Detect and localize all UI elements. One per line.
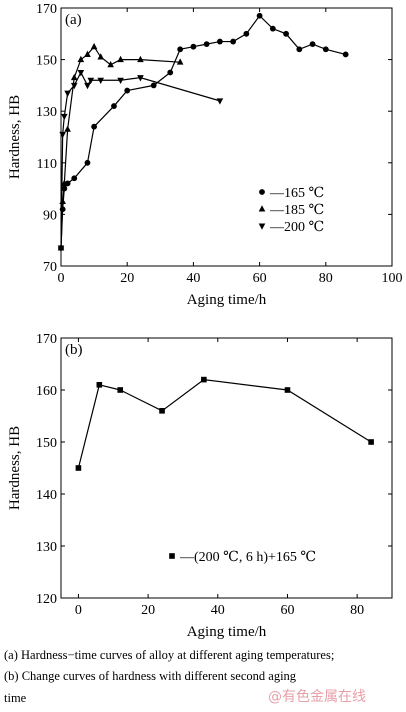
- panel-a-data-point: [91, 123, 97, 130]
- panel-a-y-tick-label: 130: [36, 105, 57, 120]
- panel-b-data-point: [159, 408, 165, 414]
- panel-a-x-tick-label: 80: [319, 271, 333, 286]
- panel-a-legend-label: —185 ℃: [269, 203, 324, 218]
- panel-a-data-point: [87, 77, 95, 85]
- panel-a-data-point: [203, 41, 210, 48]
- panel-a-data-point: [64, 90, 71, 97]
- panel-b-y-tick-label: 130: [36, 540, 57, 555]
- panel-a-x-tick-label: 60: [253, 271, 267, 286]
- panel-a-data-point: [90, 42, 98, 50]
- panel-a-data-point: [57, 245, 65, 252]
- panel-b-series-line: [77, 378, 372, 469]
- panel-a-y-tick-label: 70: [43, 260, 57, 275]
- panel-a-y-axis-label: Hardness, HB: [7, 95, 23, 179]
- panel-b-y-axis-label: Hardness, HB: [7, 426, 23, 510]
- panel-a-data-point: [111, 103, 117, 109]
- panel-b-x-axis-label: Aging time/h: [187, 624, 267, 640]
- panel-b-x-tick-label: 20: [141, 603, 155, 618]
- panel-a-series-line: [60, 71, 221, 248]
- panel-a-data-point: [296, 46, 303, 53]
- panel-a-data-point: [84, 50, 91, 57]
- panel-a-data-point: [77, 55, 85, 63]
- panel-a-data-point: [137, 55, 144, 63]
- watermark: @有色金属在线: [268, 689, 366, 705]
- panel-a-data-point: [84, 82, 91, 90]
- panel-a-data-point: [84, 159, 91, 166]
- panel-a-legend-marker: [258, 205, 266, 212]
- panel-a-data-point: [216, 38, 223, 45]
- panel-a-data-point: [117, 55, 124, 63]
- panel-a-data-point: [283, 30, 289, 37]
- panel-a-data-point: [190, 43, 197, 50]
- panel-a-data-point: [64, 125, 71, 132]
- panel-a-data-point: [243, 30, 250, 37]
- panel-a-x-axis-label: Aging time/h: [187, 292, 267, 308]
- panel-a-x-tick-label: 40: [186, 271, 200, 286]
- panel-a-data-point: [97, 53, 105, 60]
- panel-a-data-point: [70, 82, 78, 90]
- panel-a-data-point: [167, 69, 174, 76]
- panel-a-legend-label: —165 ℃: [269, 186, 324, 201]
- panel-b-data-point: [201, 376, 207, 383]
- panel-a-data-point: [322, 46, 329, 53]
- panel-a-y-tick-label: 110: [37, 157, 57, 172]
- panel-b-y-tick-label: 140: [36, 488, 57, 503]
- caption-line-a: (a) Hardness−time curves of alloy at dif…: [4, 648, 335, 662]
- panel-a-data-point: [176, 58, 184, 65]
- panel-a-legend-label: —200 ℃: [269, 220, 324, 235]
- panel-a-data-point: [61, 113, 68, 121]
- panel-a-data-point: [150, 82, 157, 89]
- panel-a-x-tick-label: 20: [120, 271, 134, 286]
- panel-a-data-point: [137, 75, 144, 82]
- panel-b-legend-marker: [169, 553, 175, 559]
- panel-a-legend-marker: [259, 189, 265, 195]
- panel-a-x-tick-label: 0: [58, 271, 65, 286]
- panel-a-data-point: [309, 41, 316, 48]
- panel-a-y-tick-label: 90: [43, 208, 57, 223]
- panel-b-x-tick-label: 0: [75, 603, 82, 618]
- panel-a-data-point: [230, 38, 237, 45]
- panel-a-panel-label: (a): [65, 12, 82, 28]
- panel-b-data-point: [96, 382, 103, 388]
- panel-b-data-point: [284, 387, 291, 393]
- panel-a-data-point: [97, 77, 105, 85]
- panel-a-data-point: [107, 60, 114, 68]
- caption-line-c: time: [4, 691, 27, 705]
- panel-a-data-point: [61, 179, 68, 186]
- panel-a-data-point: [216, 98, 224, 105]
- panel-a-data-point: [70, 73, 78, 81]
- panel-a-x-tick-label: 100: [382, 271, 403, 286]
- panel-b-data-point: [368, 439, 374, 445]
- panel-b-y-tick-label: 150: [36, 436, 57, 451]
- panel-a-legend-marker: [258, 223, 266, 230]
- panel-a-data-point: [177, 46, 184, 53]
- panel-a-data-point: [59, 197, 66, 204]
- panel-a-data-point: [71, 175, 78, 182]
- panel-a-data-point: [124, 87, 131, 94]
- panel-b-y-tick-label: 160: [36, 384, 57, 399]
- panel-a-y-tick-label: 150: [36, 54, 57, 69]
- caption-line-b: (b) Change curves of hardness with diffe…: [4, 669, 297, 683]
- panel-b-data-point: [75, 465, 82, 471]
- panel-a-data-point: [256, 12, 263, 19]
- panel-a-data-point: [77, 70, 85, 77]
- panel-a-y-tick-label: 170: [36, 2, 57, 17]
- panel-b-data-point: [117, 387, 124, 393]
- panel-b-plot-frame: [60, 337, 393, 599]
- panel-a-data-point: [59, 131, 66, 139]
- panel-b-y-tick-label: 120: [36, 592, 57, 607]
- panel-b-panel-label: (b): [65, 342, 83, 358]
- panel-b-x-tick-label: 80: [350, 603, 364, 618]
- panel-b-y-tick-label: 170: [36, 332, 57, 347]
- panel-b-legend-label: —(200 ℃, 6 h)+165 ℃: [179, 550, 316, 565]
- panel-b-x-tick-label: 60: [280, 603, 294, 618]
- panel-a-data-point: [117, 77, 124, 85]
- panel-a-data-point: [342, 51, 349, 58]
- panel-b-x-tick-label: 40: [211, 603, 225, 618]
- panel-a-plot-frame: [60, 7, 393, 267]
- panel-a-data-point: [269, 25, 276, 32]
